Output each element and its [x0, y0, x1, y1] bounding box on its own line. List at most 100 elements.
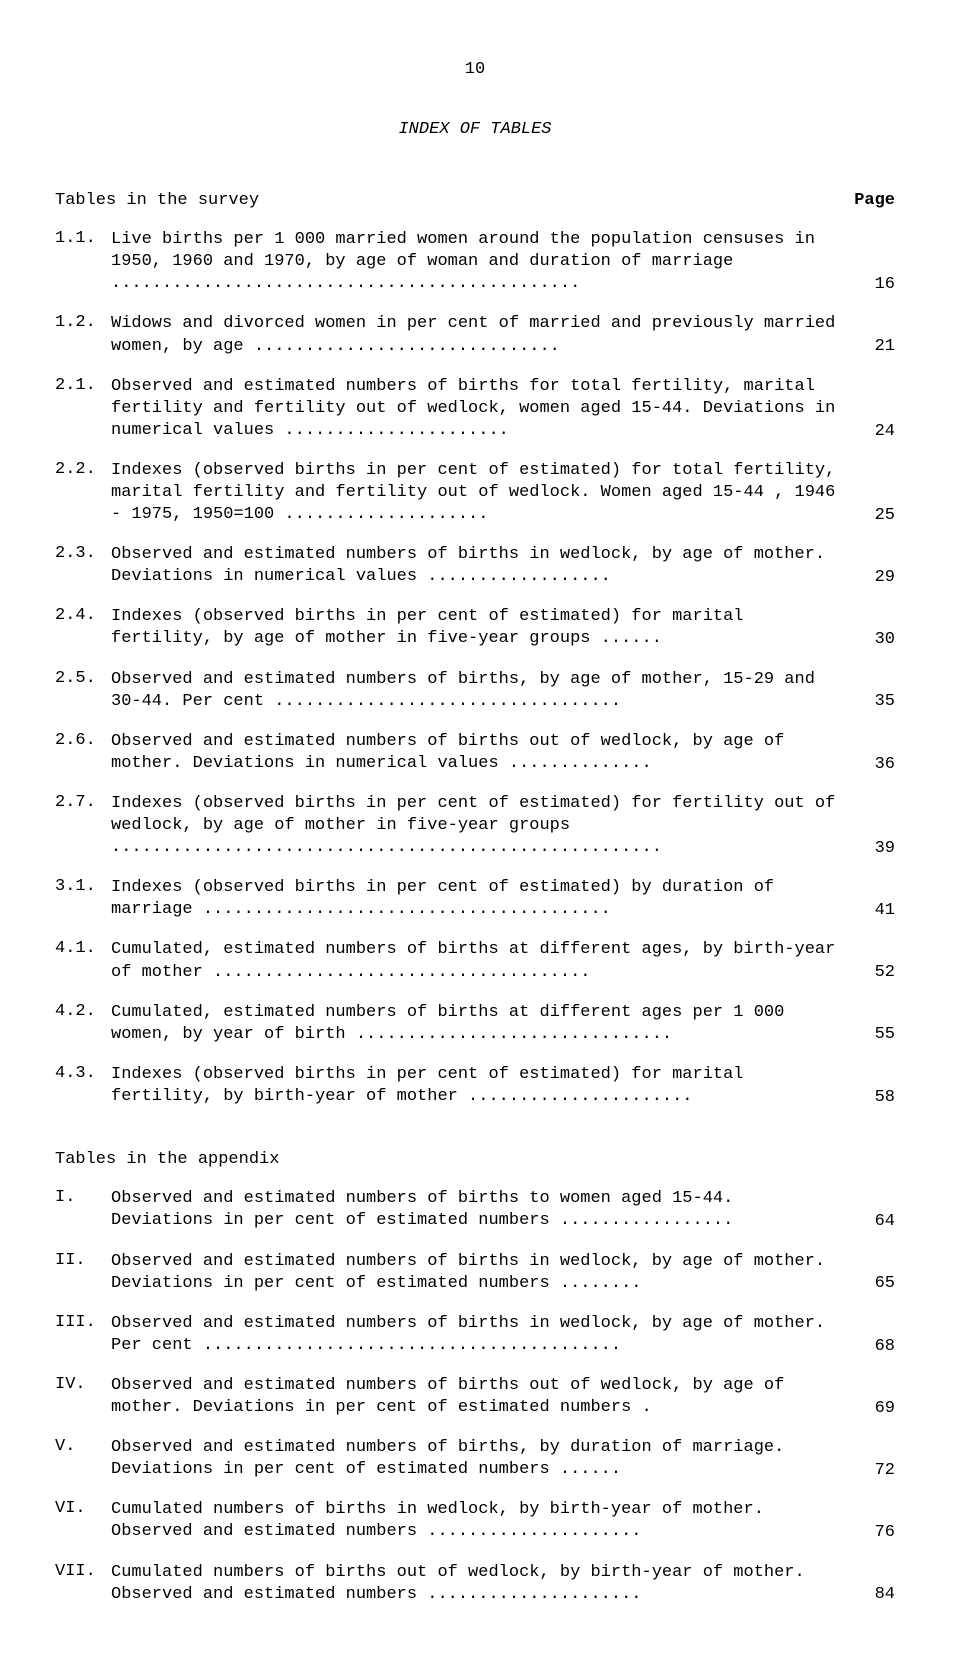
entry-body: Observed and estimated numbers of births…	[111, 669, 845, 713]
entry-number: 4.3.	[55, 1064, 111, 1084]
entry-body: Observed and estimated numbers of births…	[111, 1188, 845, 1232]
entry-number: 1.2.	[55, 313, 111, 333]
page-number: 10	[55, 60, 895, 80]
entry-number: 2.2.	[55, 460, 111, 480]
table-entry: IV.Observed and estimated numbers of bir…	[55, 1375, 895, 1419]
entry-page: 30	[845, 630, 895, 650]
entry-number: II.	[55, 1251, 111, 1271]
entry-body: Cumulated numbers of births out of wedlo…	[111, 1562, 845, 1606]
table-entry: VI.Cumulated numbers of births in wedloc…	[55, 1499, 895, 1543]
entry-text: Indexes (observed births in per cent of …	[111, 877, 845, 921]
entry-number: 4.1.	[55, 939, 111, 959]
entry-number: 2.1.	[55, 376, 111, 396]
entry-number: V.	[55, 1437, 111, 1457]
entry-number: I.	[55, 1188, 111, 1208]
section1-title: Tables in the survey	[55, 191, 259, 211]
table-entry: 2.5.Observed and estimated numbers of bi…	[55, 669, 895, 713]
table-entry: 2.3.Observed and estimated numbers of bi…	[55, 544, 895, 588]
entry-page: 39	[845, 839, 895, 859]
table-entry: 1.1.Live births per 1 000 married women …	[55, 229, 895, 295]
entry-page: 69	[845, 1399, 895, 1419]
entry-text: Observed and estimated numbers of births…	[111, 376, 845, 442]
entry-body: Indexes (observed births in per cent of …	[111, 793, 845, 859]
entry-text: Cumulated numbers of births out of wedlo…	[111, 1562, 845, 1606]
entry-number: 2.6.	[55, 731, 111, 751]
entry-body: Live births per 1 000 married women arou…	[111, 229, 845, 295]
entry-body: Widows and divorced women in per cent of…	[111, 313, 845, 357]
section2-title: Tables in the appendix	[55, 1150, 895, 1170]
entry-text: Widows and divorced women in per cent of…	[111, 313, 845, 357]
entry-page: 64	[845, 1212, 895, 1232]
entry-text: Live births per 1 000 married women arou…	[111, 229, 845, 295]
section-header-row: Tables in the survey Page	[55, 191, 895, 211]
entry-text: Observed and estimated numbers of births…	[111, 669, 845, 713]
entry-number: VII.	[55, 1562, 111, 1582]
entry-page: 68	[845, 1337, 895, 1357]
entry-page: 21	[845, 337, 895, 357]
entry-body: Observed and estimated numbers of births…	[111, 1251, 845, 1295]
entry-number: III.	[55, 1313, 111, 1333]
table-entry: III.Observed and estimated numbers of bi…	[55, 1313, 895, 1357]
entry-number: 2.7.	[55, 793, 111, 813]
table-entry: II.Observed and estimated numbers of bir…	[55, 1251, 895, 1295]
section2-entries: I.Observed and estimated numbers of birt…	[55, 1188, 895, 1605]
entry-text: Cumulated numbers of births in wedlock, …	[111, 1499, 845, 1543]
entry-body: Observed and estimated numbers of births…	[111, 544, 845, 588]
entry-body: Indexes (observed births in per cent of …	[111, 877, 845, 921]
table-entry: 2.4.Indexes (observed births in per cent…	[55, 606, 895, 650]
main-title: INDEX OF TABLES	[55, 120, 895, 140]
table-entry: 1.2.Widows and divorced women in per cen…	[55, 313, 895, 357]
entry-page: 84	[845, 1585, 895, 1605]
entry-body: Observed and estimated numbers of births…	[111, 1375, 845, 1419]
section1-entries: 1.1.Live births per 1 000 married women …	[55, 229, 895, 1108]
entry-text: Indexes (observed births in per cent of …	[111, 460, 845, 526]
entry-page: 24	[845, 422, 895, 442]
entry-text: Observed and estimated numbers of births…	[111, 1313, 845, 1357]
entry-number: VI.	[55, 1499, 111, 1519]
table-entry: 2.1.Observed and estimated numbers of bi…	[55, 376, 895, 442]
entry-number: 2.5.	[55, 669, 111, 689]
entry-number: 2.3.	[55, 544, 111, 564]
entry-text: Indexes (observed births in per cent of …	[111, 606, 845, 650]
entry-page: 58	[845, 1088, 895, 1108]
entry-text: Observed and estimated numbers of births…	[111, 731, 845, 775]
entry-text: Observed and estimated numbers of births…	[111, 544, 845, 588]
section2: Tables in the appendix I.Observed and es…	[55, 1150, 895, 1606]
entry-body: Observed and estimated numbers of births…	[111, 731, 845, 775]
entry-page: 65	[845, 1274, 895, 1294]
table-entry: I.Observed and estimated numbers of birt…	[55, 1188, 895, 1232]
entry-page: 29	[845, 568, 895, 588]
entry-body: Indexes (observed births in per cent of …	[111, 606, 845, 650]
entry-text: Cumulated, estimated numbers of births a…	[111, 1002, 845, 1046]
entry-body: Indexes (observed births in per cent of …	[111, 460, 845, 526]
entry-page: 16	[845, 275, 895, 295]
entry-number: 2.4.	[55, 606, 111, 626]
entry-body: Cumulated, estimated numbers of births a…	[111, 1002, 845, 1046]
entry-text: Observed and estimated numbers of births…	[111, 1251, 845, 1295]
entry-body: Cumulated numbers of births in wedlock, …	[111, 1499, 845, 1543]
table-entry: 4.1.Cumulated, estimated numbers of birt…	[55, 939, 895, 983]
entry-text: Observed and estimated numbers of births…	[111, 1375, 845, 1419]
table-entry: 3.1.Indexes (observed births in per cent…	[55, 877, 895, 921]
entry-page: 72	[845, 1461, 895, 1481]
entry-number: IV.	[55, 1375, 111, 1395]
entry-body: Indexes (observed births in per cent of …	[111, 1064, 845, 1108]
table-entry: 2.6.Observed and estimated numbers of bi…	[55, 731, 895, 775]
entry-page: 36	[845, 755, 895, 775]
entry-page: 41	[845, 901, 895, 921]
entry-page: 35	[845, 692, 895, 712]
entry-text: Indexes (observed births in per cent of …	[111, 1064, 845, 1108]
entry-page: 55	[845, 1025, 895, 1045]
table-entry: 4.3.Indexes (observed births in per cent…	[55, 1064, 895, 1108]
entry-body: Observed and estimated numbers of births…	[111, 376, 845, 442]
entry-number: 3.1.	[55, 877, 111, 897]
entry-page: 76	[845, 1523, 895, 1543]
entry-page: 25	[845, 506, 895, 526]
page-label: Page	[854, 191, 895, 211]
entry-page: 52	[845, 963, 895, 983]
entry-text: Observed and estimated numbers of births…	[111, 1188, 845, 1232]
entry-body: Observed and estimated numbers of births…	[111, 1313, 845, 1357]
table-entry: 2.7.Indexes (observed births in per cent…	[55, 793, 895, 859]
entry-text: Indexes (observed births in per cent of …	[111, 793, 845, 859]
table-entry: VII.Cumulated numbers of births out of w…	[55, 1562, 895, 1606]
